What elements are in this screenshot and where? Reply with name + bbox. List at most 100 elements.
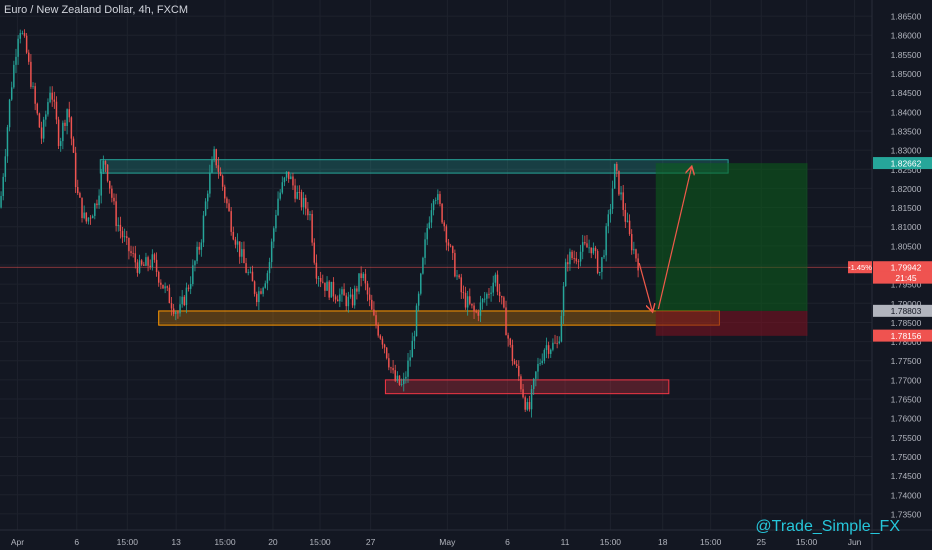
- y-tick-label: 1.79000: [891, 299, 922, 309]
- candle-body: [98, 195, 100, 206]
- candle-body: [300, 192, 303, 208]
- candle-body: [187, 287, 190, 289]
- candle-body: [390, 367, 392, 369]
- candle-body: [102, 160, 105, 172]
- candle-body: [149, 265, 151, 268]
- candle-body: [341, 289, 343, 295]
- candle-body: [469, 296, 471, 304]
- candle-body: [513, 361, 516, 365]
- candle-body: [439, 194, 441, 204]
- price-label-bg: [873, 157, 932, 170]
- candle-body: [319, 278, 322, 282]
- candle-body: [309, 213, 311, 216]
- candle-body: [558, 341, 561, 344]
- candle-body: [290, 176, 292, 180]
- candle-body: [475, 311, 477, 313]
- y-tick-label: 1.86000: [891, 31, 922, 41]
- candle-body: [530, 389, 533, 410]
- candle-body: [541, 360, 543, 364]
- candle-body: [434, 200, 437, 201]
- candle-body: [364, 273, 367, 284]
- candle-body: [164, 286, 166, 289]
- candle-body: [202, 215, 205, 243]
- candle-body: [349, 294, 352, 297]
- candle-body: [381, 338, 384, 345]
- x-tick-label: 15:00: [700, 537, 722, 547]
- long-position-tool[interactable]: [655, 163, 808, 336]
- candle-body: [532, 378, 535, 390]
- candle-body: [428, 222, 431, 229]
- candle-body: [219, 171, 222, 176]
- projection-arrow: [638, 262, 652, 311]
- candle-body: [255, 293, 258, 303]
- candle-body: [268, 262, 271, 274]
- candle-body: [635, 249, 637, 259]
- y-tick-label: 1.74500: [891, 471, 922, 481]
- candle-body: [528, 402, 531, 410]
- candle-body: [230, 211, 232, 232]
- candle-body: [347, 296, 350, 307]
- y-tick-label: 1.86500: [891, 12, 922, 22]
- candle-body: [123, 236, 126, 238]
- candle-body: [371, 299, 373, 310]
- change-label-bg: [848, 261, 872, 274]
- y-tick-label: 1.81500: [891, 203, 922, 213]
- x-tick-label: 13: [171, 537, 181, 547]
- candle-body: [569, 251, 571, 265]
- candle-body: [213, 149, 215, 161]
- candle-body: [238, 241, 241, 257]
- x-tick-label: 6: [505, 537, 510, 547]
- candle-body: [25, 35, 28, 53]
- position-target-area: [655, 163, 808, 311]
- y-tick-label: 1.75500: [891, 433, 922, 443]
- candle-body: [234, 239, 237, 245]
- y-tick-label: 1.78500: [891, 318, 922, 328]
- candle-body: [192, 265, 194, 285]
- candle-body: [324, 282, 326, 291]
- candle-body: [81, 197, 83, 219]
- candle-body: [537, 363, 539, 372]
- x-tick-label: Apr: [11, 537, 24, 547]
- x-tick-label: 11: [561, 537, 570, 547]
- candle-body: [420, 273, 422, 294]
- candle-body: [607, 214, 610, 227]
- candle-body: [443, 222, 445, 227]
- candle-body: [206, 193, 209, 202]
- candle-body: [108, 180, 111, 189]
- zone-resistance: [99, 159, 729, 174]
- candle-body: [249, 271, 252, 273]
- candle-body: [307, 208, 309, 216]
- candle-body: [526, 402, 529, 410]
- candle-body: [211, 160, 213, 173]
- candle-body: [53, 99, 56, 102]
- candle-body: [332, 281, 335, 297]
- candle-body: [483, 298, 486, 300]
- candle-body: [281, 182, 284, 193]
- candle-body: [228, 203, 230, 212]
- candle-body: [454, 253, 456, 277]
- y-tick-label: 1.81000: [891, 222, 922, 232]
- candle-body: [388, 358, 390, 368]
- zone-support: [158, 310, 720, 326]
- candle-body: [464, 292, 467, 308]
- candle-body: [115, 201, 117, 226]
- candle-body: [179, 304, 181, 314]
- position-stop-area: [655, 310, 808, 336]
- candle-body: [383, 344, 386, 348]
- candle-body: [462, 292, 465, 294]
- candle-body: [59, 141, 62, 147]
- candle-body: [0, 196, 2, 208]
- y-tick-label: 1.73500: [891, 509, 922, 519]
- candle-body: [315, 262, 318, 279]
- candle-body: [160, 282, 162, 285]
- candle-body: [577, 261, 580, 263]
- candle-body: [104, 160, 107, 165]
- candle-body: [637, 258, 639, 271]
- price-label: 1.82662: [891, 158, 922, 168]
- x-tick-label: 15:00: [214, 537, 236, 547]
- candle-body: [283, 177, 286, 183]
- candle-body: [153, 254, 156, 260]
- candle-body: [430, 210, 433, 223]
- candle-body: [10, 87, 13, 100]
